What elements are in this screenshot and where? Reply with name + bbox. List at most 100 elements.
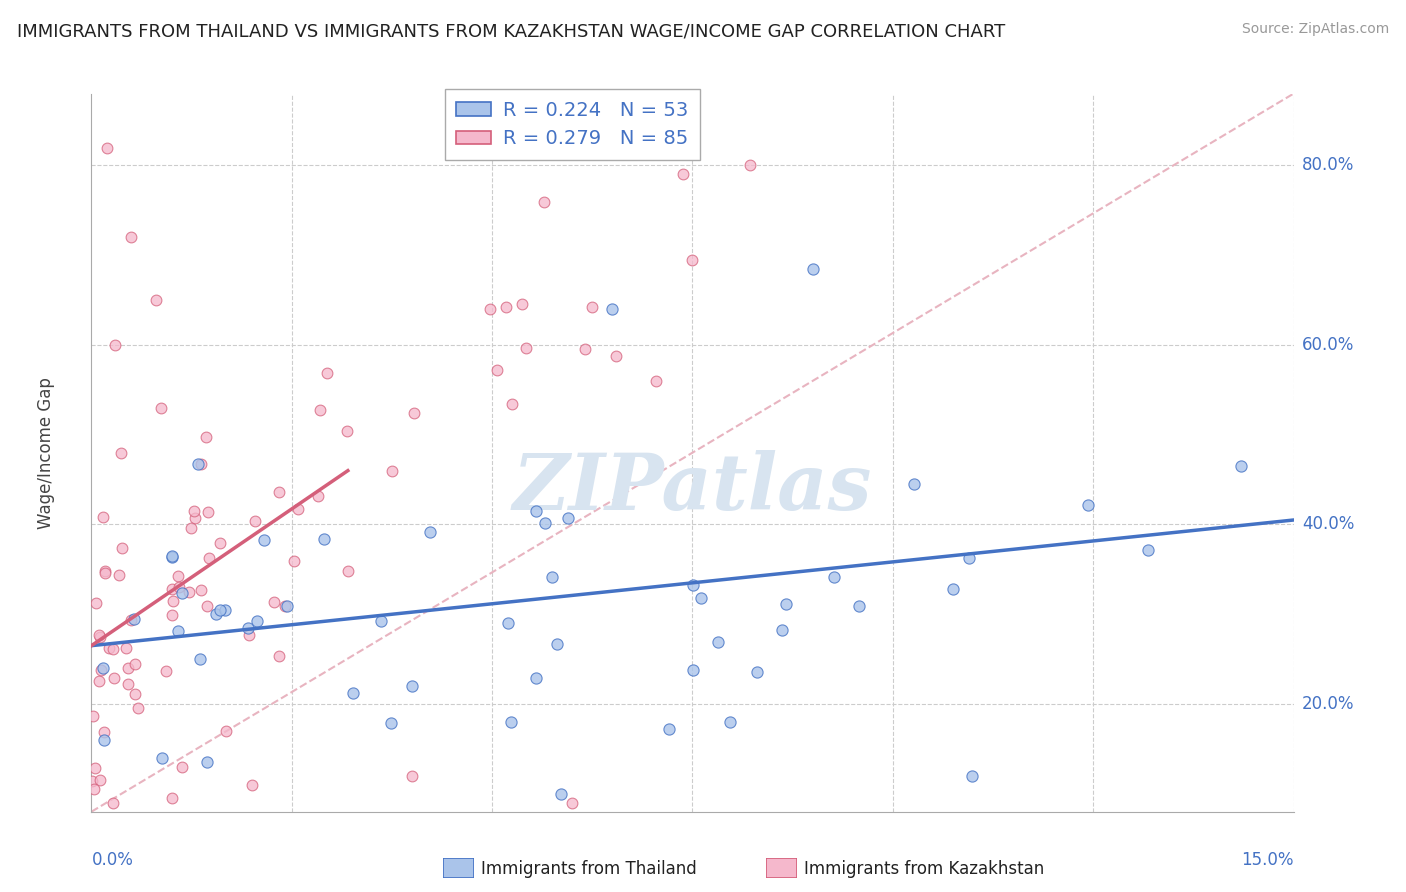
Point bbox=[187, 458, 209, 472]
Point bbox=[84, 761, 107, 775]
Text: 40.0%: 40.0% bbox=[1302, 516, 1354, 533]
Point bbox=[87, 674, 110, 689]
Point bbox=[98, 641, 121, 656]
Point bbox=[307, 489, 329, 503]
Point bbox=[515, 341, 537, 355]
Point bbox=[190, 457, 212, 471]
Point bbox=[602, 301, 624, 317]
Point bbox=[162, 582, 184, 597]
Point bbox=[336, 424, 359, 438]
Point bbox=[381, 464, 404, 478]
Point bbox=[314, 532, 336, 546]
Point bbox=[155, 664, 177, 678]
Point bbox=[495, 301, 517, 315]
Point bbox=[160, 791, 183, 805]
Point bbox=[94, 564, 117, 578]
Point bbox=[83, 781, 105, 796]
Point bbox=[485, 363, 508, 377]
Point bbox=[401, 679, 423, 693]
Point bbox=[124, 657, 146, 671]
Point bbox=[124, 687, 146, 701]
Point bbox=[87, 627, 110, 641]
Point bbox=[236, 621, 259, 635]
Point bbox=[89, 631, 111, 645]
Point bbox=[775, 598, 797, 612]
Point bbox=[150, 401, 173, 416]
Point bbox=[419, 525, 441, 540]
Point bbox=[276, 599, 298, 614]
Point bbox=[557, 511, 579, 525]
Point bbox=[104, 338, 127, 352]
Legend: R = 0.224   N = 53, R = 0.279   N = 85: R = 0.224 N = 53, R = 0.279 N = 85 bbox=[444, 89, 700, 160]
Point bbox=[91, 661, 114, 675]
Point bbox=[574, 342, 596, 356]
Point bbox=[253, 533, 276, 547]
Point bbox=[162, 594, 184, 608]
Point bbox=[269, 649, 291, 664]
Text: ZIPatlas: ZIPatlas bbox=[513, 450, 872, 527]
Point bbox=[90, 663, 112, 677]
Point bbox=[402, 406, 425, 420]
Point bbox=[120, 613, 142, 627]
Point bbox=[903, 476, 925, 491]
Point bbox=[533, 516, 555, 530]
Point bbox=[238, 627, 260, 641]
Point bbox=[541, 569, 564, 583]
Point bbox=[108, 568, 131, 582]
Point bbox=[499, 714, 522, 729]
Point bbox=[672, 167, 695, 181]
Point bbox=[524, 672, 547, 686]
Point bbox=[184, 511, 207, 525]
Point bbox=[501, 397, 523, 411]
Point bbox=[496, 615, 519, 630]
Point bbox=[179, 585, 201, 599]
Point bbox=[117, 661, 139, 675]
Point bbox=[690, 591, 713, 605]
Point bbox=[115, 640, 138, 655]
Point bbox=[110, 446, 132, 460]
Point bbox=[738, 158, 761, 172]
Point bbox=[960, 769, 983, 783]
Text: 0.0%: 0.0% bbox=[91, 851, 134, 869]
Point bbox=[801, 261, 824, 276]
Point bbox=[93, 510, 115, 524]
Point bbox=[533, 194, 555, 209]
Point bbox=[103, 796, 125, 810]
Point bbox=[682, 578, 704, 592]
Point bbox=[84, 596, 107, 610]
Point bbox=[166, 624, 188, 639]
Point bbox=[524, 504, 547, 518]
Point bbox=[269, 485, 291, 500]
Point bbox=[682, 663, 704, 677]
Point bbox=[707, 635, 730, 649]
Point bbox=[124, 612, 146, 626]
Point bbox=[93, 733, 115, 747]
Point bbox=[167, 580, 190, 594]
Point bbox=[205, 607, 228, 622]
Point bbox=[145, 293, 167, 307]
Point bbox=[167, 569, 190, 583]
Point bbox=[315, 366, 337, 380]
Point bbox=[170, 586, 193, 600]
Point bbox=[848, 599, 870, 613]
Point bbox=[745, 665, 768, 679]
Point bbox=[718, 714, 741, 729]
Point bbox=[770, 623, 793, 637]
Text: 15.0%: 15.0% bbox=[1241, 851, 1294, 869]
Point bbox=[681, 252, 703, 267]
Point bbox=[80, 773, 103, 788]
Text: 60.0%: 60.0% bbox=[1302, 336, 1354, 354]
Point bbox=[942, 582, 965, 596]
Point bbox=[581, 301, 603, 315]
Point bbox=[1137, 542, 1160, 557]
Point bbox=[209, 603, 232, 617]
Point bbox=[82, 709, 104, 723]
Point bbox=[160, 549, 183, 563]
Point bbox=[117, 676, 139, 690]
Point bbox=[194, 430, 217, 444]
Point bbox=[240, 778, 263, 792]
Point bbox=[183, 504, 205, 518]
Point bbox=[180, 521, 202, 535]
Text: Source: ZipAtlas.com: Source: ZipAtlas.com bbox=[1241, 22, 1389, 37]
Point bbox=[380, 715, 402, 730]
